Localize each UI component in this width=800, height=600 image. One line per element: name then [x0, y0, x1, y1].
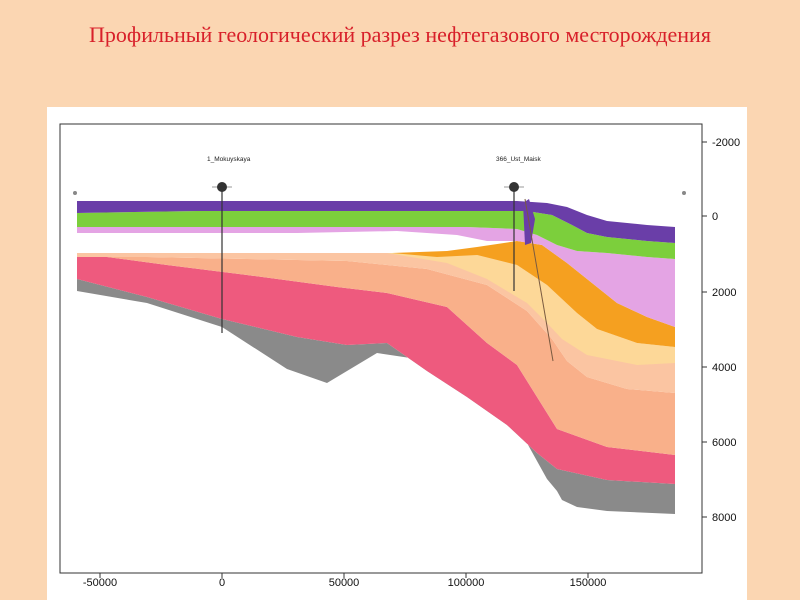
- depth-tick-label: 6000: [712, 437, 736, 449]
- geological-cross-section: 1_Mokuyskaya 366_Ust_Maisk -50000 0 5000…: [59, 123, 740, 589]
- layer-orange: [392, 241, 675, 347]
- left-end-marker: [73, 191, 77, 195]
- depth-tick-label: 8000: [712, 512, 736, 524]
- well-1-label: 1_Mokuyskaya: [207, 156, 251, 163]
- depth-tick-label: 0: [712, 211, 718, 223]
- fault-line: [524, 198, 554, 362]
- layer-purple: [77, 201, 675, 243]
- right-end-marker: [682, 191, 686, 195]
- layer-pink: [77, 257, 675, 484]
- x-tick-label: 50000: [329, 577, 360, 589]
- layer-peach: [77, 257, 675, 455]
- slide-title: Профильный геологический разрез нефтегаз…: [89, 22, 711, 47]
- depth-tick-label: 2000: [712, 287, 736, 299]
- x-tick-label: 150000: [570, 577, 607, 589]
- x-tick-label: 0: [219, 577, 225, 589]
- depth-tick-label: -2000: [712, 137, 740, 149]
- well-2-label: 366_Ust_Maisk: [496, 156, 542, 163]
- x-tick-label: 100000: [448, 577, 485, 589]
- cross-section-panel: 1_Mokuyskaya 366_Ust_Maisk -50000 0 5000…: [47, 107, 747, 600]
- layer-yellow: [387, 253, 675, 365]
- depth-tick-label: 4000: [712, 362, 736, 374]
- x-axis: -50000 0 50000 100000 150000: [83, 573, 606, 589]
- x-tick-label: -50000: [83, 577, 117, 589]
- depth-axis: -2000 0 2000 4000 6000 8000: [702, 137, 740, 524]
- layer-gray: [77, 279, 675, 514]
